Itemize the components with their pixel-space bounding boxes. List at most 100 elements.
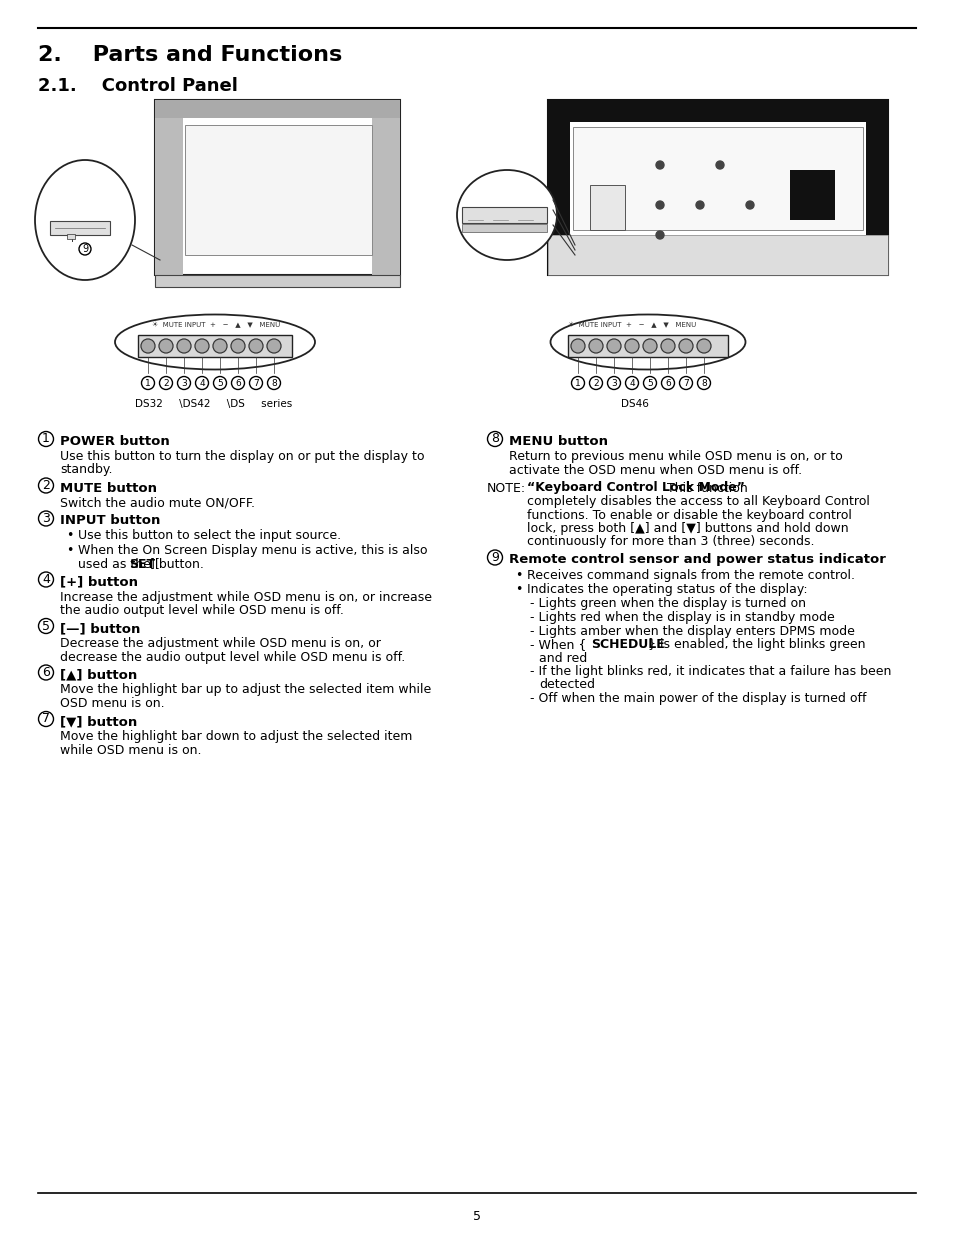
Text: [+] button: [+] button <box>60 576 138 589</box>
Circle shape <box>194 338 209 353</box>
Text: •: • <box>66 543 73 557</box>
Bar <box>789 170 834 220</box>
Text: 6: 6 <box>234 378 240 388</box>
Text: 6: 6 <box>664 378 670 388</box>
Text: 9: 9 <box>491 551 498 564</box>
Text: 3: 3 <box>181 378 187 388</box>
Text: NOTE:: NOTE: <box>486 482 525 494</box>
Text: “Keyboard Control Lock Mode”: “Keyboard Control Lock Mode” <box>526 482 744 494</box>
Text: while OSD menu is on.: while OSD menu is on. <box>60 743 201 757</box>
Text: - Lights red when the display is in standby mode: - Lights red when the display is in stan… <box>530 611 834 624</box>
Text: - Off when the main power of the display is turned off: - Off when the main power of the display… <box>530 692 865 705</box>
Text: Increase the adjustment while OSD menu is on, or increase: Increase the adjustment while OSD menu i… <box>60 590 432 604</box>
Text: [▲] button: [▲] button <box>60 668 137 682</box>
Text: ☀  MUTE INPUT  +   −   ▲   ▼   MENU: ☀ MUTE INPUT + − ▲ ▼ MENU <box>152 322 280 329</box>
Circle shape <box>656 231 663 240</box>
Circle shape <box>141 338 154 353</box>
Circle shape <box>697 338 710 353</box>
Circle shape <box>696 201 703 209</box>
Text: - Lights green when the display is turned on: - Lights green when the display is turne… <box>530 598 805 610</box>
Bar <box>547 100 887 275</box>
Text: When the On Screen Display menu is active, this is also: When the On Screen Display menu is activ… <box>78 543 427 557</box>
Text: This function: This function <box>662 482 747 494</box>
Bar <box>154 100 183 275</box>
Bar <box>185 125 372 254</box>
Text: lock, press both [▲] and [▼] buttons and hold down: lock, press both [▲] and [▼] buttons and… <box>526 522 848 535</box>
Bar <box>154 100 399 119</box>
Text: completely disables the access to all Keyboard Control: completely disables the access to all Ke… <box>526 495 869 508</box>
Text: 7: 7 <box>682 378 688 388</box>
Circle shape <box>642 338 657 353</box>
Text: 9: 9 <box>82 245 88 254</box>
Bar <box>573 127 862 230</box>
Text: 1: 1 <box>42 432 50 446</box>
Bar <box>461 224 546 232</box>
Text: 4: 4 <box>199 378 205 388</box>
Bar <box>547 100 569 275</box>
Bar <box>50 221 110 235</box>
Circle shape <box>679 338 692 353</box>
Ellipse shape <box>35 161 135 280</box>
Text: 1: 1 <box>575 378 580 388</box>
Text: Move the highlight bar down to adjust the selected item: Move the highlight bar down to adjust th… <box>60 730 412 743</box>
Circle shape <box>213 338 227 353</box>
Circle shape <box>159 338 172 353</box>
Text: 5: 5 <box>42 620 50 632</box>
Text: 4: 4 <box>42 573 50 585</box>
Text: Remote control sensor and power status indicator: Remote control sensor and power status i… <box>509 553 885 567</box>
Text: 8: 8 <box>491 432 498 446</box>
Text: 7: 7 <box>42 713 50 725</box>
Text: •: • <box>66 530 73 542</box>
Text: 1: 1 <box>145 378 151 388</box>
Bar <box>154 100 399 275</box>
Text: SET: SET <box>129 557 155 571</box>
Ellipse shape <box>115 315 314 369</box>
Circle shape <box>571 338 584 353</box>
Circle shape <box>660 338 675 353</box>
Text: [▼] button: [▼] button <box>60 715 137 727</box>
Circle shape <box>266 221 274 228</box>
Bar <box>67 233 75 240</box>
Text: 3: 3 <box>611 378 617 388</box>
Text: - If the light blinks red, it indicates that a failure has been: - If the light blinks red, it indicates … <box>530 664 890 678</box>
Circle shape <box>267 338 281 353</box>
Bar <box>547 100 887 122</box>
Text: [—] button: [—] button <box>60 622 140 635</box>
Text: 7: 7 <box>253 378 258 388</box>
Text: and red: and red <box>538 652 587 664</box>
Text: 5: 5 <box>646 378 652 388</box>
Bar <box>589 185 624 230</box>
Text: Use this button to select the input source.: Use this button to select the input sour… <box>78 530 341 542</box>
Ellipse shape <box>550 315 744 369</box>
Text: Move the highlight bar up to adjust the selected item while: Move the highlight bar up to adjust the … <box>60 683 431 697</box>
Text: 2.    Parts and Functions: 2. Parts and Functions <box>38 44 342 65</box>
Text: - When {: - When { <box>530 638 586 651</box>
Bar <box>547 235 887 275</box>
Text: } is enabled, the light blinks green: } is enabled, the light blinks green <box>647 638 864 651</box>
Text: 5: 5 <box>473 1210 480 1223</box>
Circle shape <box>215 201 224 209</box>
Text: •: • <box>515 568 522 582</box>
Text: the audio output level while OSD menu is off.: the audio output level while OSD menu is… <box>60 604 343 618</box>
Text: 4: 4 <box>629 378 634 388</box>
Circle shape <box>606 338 620 353</box>
Text: used as the [: used as the [ <box>78 557 160 571</box>
Text: OSD menu is on.: OSD menu is on. <box>60 697 165 710</box>
Text: - Lights amber when the display enters DPMS mode: - Lights amber when the display enters D… <box>530 625 854 637</box>
Circle shape <box>656 161 663 169</box>
Text: detected: detected <box>538 678 595 692</box>
Text: standby.: standby. <box>60 463 112 477</box>
Circle shape <box>588 338 602 353</box>
Text: decrease the audio output level while OSD menu is off.: decrease the audio output level while OS… <box>60 651 405 663</box>
Text: 2: 2 <box>593 378 598 388</box>
Text: POWER button: POWER button <box>60 435 170 448</box>
Text: activate the OSD menu when OSD menu is off.: activate the OSD menu when OSD menu is o… <box>509 463 801 477</box>
Text: 2.1.    Control Panel: 2.1. Control Panel <box>38 77 237 95</box>
Circle shape <box>266 161 274 169</box>
Text: Use this button to turn the display on or put the display to: Use this button to turn the display on o… <box>60 450 424 463</box>
Bar <box>154 275 399 287</box>
Text: 8: 8 <box>700 378 706 388</box>
Text: DS32     \DS42     \DS     series: DS32 \DS42 \DS series <box>135 399 292 409</box>
Text: INPUT button: INPUT button <box>60 515 160 527</box>
Text: functions. To enable or disable the keyboard control: functions. To enable or disable the keyb… <box>526 509 851 521</box>
